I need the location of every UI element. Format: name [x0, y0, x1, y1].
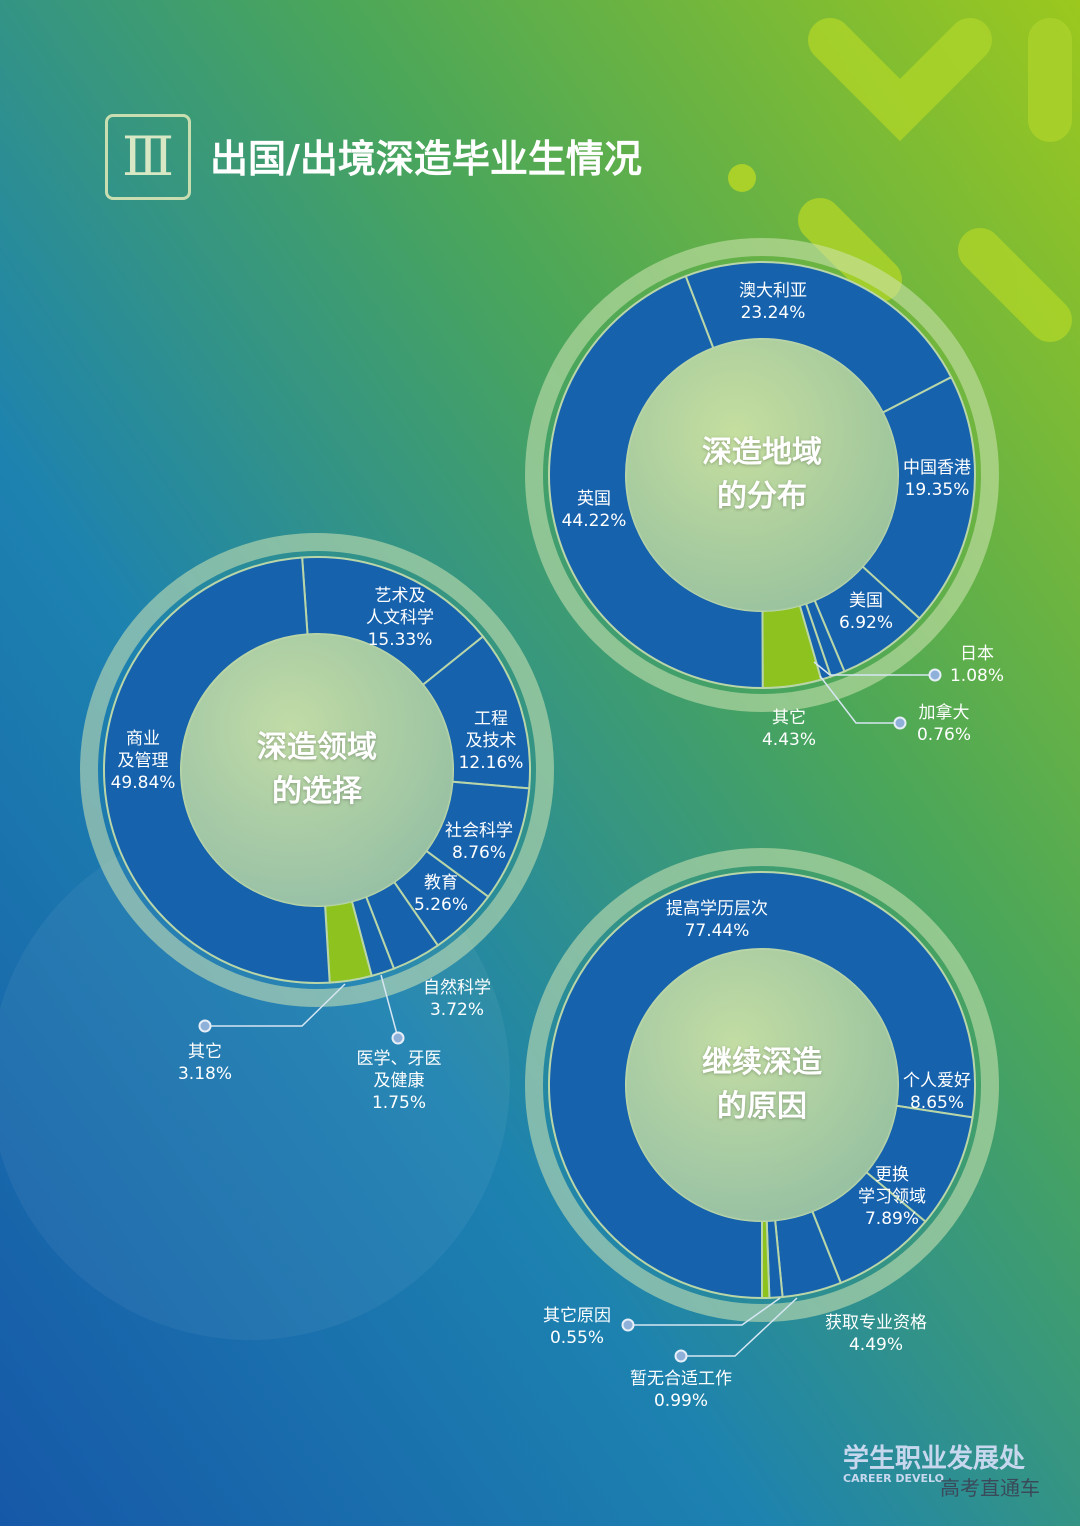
slice-label: 艺术及 人文科学 15.33%: [366, 585, 434, 651]
slice-label: 英国 44.22%: [562, 488, 627, 532]
category-label: 美国: [848, 591, 883, 611]
value-label: 4.43%: [761, 730, 817, 750]
value-label: 3.72%: [429, 1000, 484, 1020]
footer-org-en: CAREER DEVELO: [843, 1472, 945, 1485]
slice-label: 美国 6.92%: [839, 590, 893, 634]
value-label: 0.76%: [916, 725, 972, 745]
value-label: 19.35%: [904, 480, 970, 500]
chart-title: 深造地域 的分布: [702, 435, 822, 514]
category-label: 其它原因: [543, 1306, 611, 1326]
category-label: 艺术及 人文科学: [366, 586, 434, 628]
category-label: 提高学历层次: [666, 899, 768, 919]
value-label: 0.99%: [653, 1391, 708, 1411]
leader-line: [205, 983, 346, 1027]
center-disk: [626, 339, 898, 611]
category-label: 中国香港: [903, 458, 971, 478]
slice-label: 商业 及管理 49.84%: [111, 728, 176, 794]
slice-label: 加拿大 0.76%: [917, 702, 971, 746]
category-label: 获取专业资格: [825, 1313, 927, 1333]
value-label: 23.24%: [740, 303, 806, 323]
category-label: 更换 学习领域: [858, 1165, 926, 1207]
center-disk: [181, 634, 453, 906]
value-label: 1.08%: [949, 666, 1005, 686]
value-label: 3.18%: [177, 1064, 233, 1084]
value-label: 5.26%: [413, 895, 469, 915]
slice-label: 自然科学 3.72%: [423, 977, 491, 1021]
category-label: 加拿大: [918, 703, 970, 723]
category-label: 其它: [771, 708, 806, 728]
slice-label: 日本 1.08%: [950, 643, 1004, 687]
category-label: 个人爱好: [903, 1071, 971, 1091]
slice-label: 工程 及技术 12.16%: [459, 708, 524, 774]
leader-line: [628, 1297, 781, 1326]
center-disk: [626, 949, 898, 1221]
decoration: [728, 164, 756, 192]
slice-label: 医学、牙医 及健康 1.75%: [357, 1048, 442, 1114]
page-title: 出国/出境深造毕业生情况: [210, 137, 642, 181]
value-label: 7.89%: [864, 1209, 919, 1229]
outer-ring: [80, 533, 554, 1007]
category-label: 工程 及技术: [465, 709, 517, 751]
category-label: 自然科学: [423, 978, 491, 998]
value-label: 12.16%: [458, 753, 524, 773]
slice-label: 社会科学 8.76%: [445, 820, 513, 864]
outer-ring: [525, 848, 999, 1322]
category-label: 社会科学: [445, 821, 513, 841]
category-label: 暂无合适工作: [630, 1369, 732, 1389]
category-label: 英国: [576, 489, 611, 509]
value-label: 49.84%: [110, 773, 176, 793]
value-label: 8.65%: [909, 1093, 964, 1113]
outer-ring: [525, 238, 999, 712]
leader-dot: [893, 716, 907, 730]
slice-label: 提高学历层次 77.44%: [666, 898, 768, 942]
value-label: 44.22%: [561, 511, 627, 531]
section-numeral: Ⅲ: [105, 114, 191, 200]
value-label: 0.55%: [549, 1328, 604, 1348]
slice-label: 个人爱好 8.65%: [903, 1070, 971, 1114]
value-label: 77.44%: [684, 921, 750, 941]
leader-dot: [198, 1019, 212, 1033]
leader-dot: [391, 1031, 405, 1045]
slice-label: 更换 学习领域 7.89%: [858, 1164, 926, 1230]
chart-title: 继续深造 的原因: [702, 1045, 822, 1124]
slice-label: 其它原因 0.55%: [543, 1305, 611, 1349]
value-label: 6.92%: [838, 613, 894, 633]
leader-dot: [928, 668, 942, 682]
value-label: 15.33%: [367, 630, 433, 650]
footer-org: 学生职业发展处: [843, 1444, 1026, 1474]
category-label: 日本: [959, 644, 994, 664]
watermark: 高考直通车: [940, 1476, 1040, 1500]
slice-label: 获取专业资格 4.49%: [825, 1312, 927, 1356]
leader-line: [681, 1297, 798, 1357]
slice-label: 教育 5.26%: [414, 872, 468, 916]
category-label: 澳大利亚: [739, 281, 807, 301]
slice-label: 其它 3.18%: [178, 1041, 232, 1085]
value-label: 4.49%: [848, 1335, 903, 1355]
chart-title: 深造领域 的选择: [257, 730, 377, 809]
slice-label: 澳大利亚 23.24%: [739, 280, 807, 324]
leader-dot: [621, 1318, 635, 1332]
value-label: 1.75%: [371, 1093, 426, 1113]
category-label: 医学、牙医 及健康: [356, 1049, 442, 1091]
slice-label: 暂无合适工作 0.99%: [630, 1368, 732, 1412]
leader-dot: [674, 1349, 688, 1363]
category-label: 其它: [187, 1042, 222, 1062]
leader-line: [380, 974, 399, 1039]
decoration: [798, 18, 1072, 342]
category-label: 教育: [423, 873, 458, 893]
slice-label: 其它 4.43%: [762, 707, 816, 751]
slice-label: 中国香港 19.35%: [903, 457, 971, 501]
category-label: 商业 及管理: [117, 729, 169, 771]
leader-line: [813, 661, 935, 676]
leader-line: [819, 675, 900, 724]
value-label: 8.76%: [451, 843, 506, 863]
